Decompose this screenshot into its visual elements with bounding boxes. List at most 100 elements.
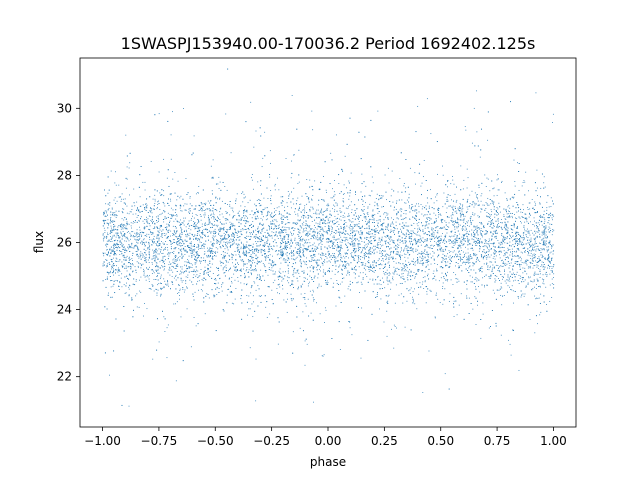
scatter-point <box>323 200 325 202</box>
scatter-point <box>194 208 196 210</box>
scatter-point <box>535 203 536 205</box>
scatter-point <box>417 260 419 262</box>
scatter-point <box>330 152 332 154</box>
scatter-point <box>529 265 531 267</box>
scatter-point <box>461 211 463 213</box>
scatter-point <box>125 225 127 227</box>
scatter-point <box>219 234 221 236</box>
scatter-point <box>267 274 269 276</box>
scatter-point <box>334 253 335 254</box>
scatter-point <box>387 241 389 243</box>
scatter-point <box>304 210 306 212</box>
scatter-point <box>405 202 407 204</box>
scatter-point <box>463 225 465 227</box>
scatter-point <box>215 253 216 254</box>
scatter-point <box>143 222 145 224</box>
scatter-point <box>189 232 191 234</box>
scatter-point <box>300 226 302 228</box>
scatter-point <box>139 253 141 255</box>
scatter-point <box>462 188 464 190</box>
scatter-point <box>188 220 190 222</box>
scatter-point <box>370 264 371 266</box>
scatter-point <box>553 250 555 252</box>
scatter-point <box>128 223 130 225</box>
scatter-point <box>240 231 242 232</box>
scatter-point <box>204 251 206 253</box>
scatter-point <box>292 331 294 333</box>
scatter-point <box>369 203 371 205</box>
scatter-point <box>339 233 341 235</box>
scatter-point <box>522 279 524 281</box>
scatter-point <box>296 244 298 246</box>
scatter-point <box>211 257 213 259</box>
scatter-point <box>241 193 243 195</box>
scatter-point <box>488 246 490 248</box>
scatter-point <box>508 262 510 264</box>
scatter-point <box>200 236 202 237</box>
scatter-point <box>390 252 392 254</box>
scatter-point <box>447 186 448 188</box>
scatter-point <box>437 256 438 258</box>
scatter-point <box>250 261 252 262</box>
scatter-point <box>280 217 282 219</box>
scatter-point <box>308 217 309 219</box>
scatter-point <box>334 229 336 231</box>
scatter-point <box>491 211 493 213</box>
scatter-point <box>113 254 115 256</box>
scatter-point <box>186 286 187 288</box>
scatter-point <box>228 277 230 279</box>
scatter-point <box>537 280 539 282</box>
scatter-point <box>251 179 253 181</box>
scatter-point <box>285 231 287 233</box>
scatter-point <box>183 108 184 109</box>
scatter-point <box>395 249 397 250</box>
scatter-point <box>138 239 140 241</box>
scatter-point <box>365 218 367 220</box>
scatter-point <box>181 210 183 212</box>
scatter-point <box>302 254 304 256</box>
scatter-point <box>475 255 477 257</box>
scatter-point <box>414 276 416 278</box>
scatter-point <box>222 239 224 241</box>
scatter-point <box>140 267 142 269</box>
scatter-point <box>198 245 200 247</box>
scatter-point <box>188 222 189 224</box>
scatter-point <box>194 222 196 224</box>
scatter-point <box>330 215 332 217</box>
scatter-point <box>331 270 333 272</box>
scatter-point <box>445 255 447 257</box>
scatter-point <box>172 259 174 261</box>
scatter-point <box>113 245 115 247</box>
scatter-point <box>210 217 212 219</box>
scatter-point <box>240 241 242 243</box>
scatter-point <box>158 248 160 250</box>
scatter-point <box>512 269 514 271</box>
scatter-point <box>220 265 222 267</box>
scatter-point <box>109 204 111 206</box>
scatter-point <box>294 211 296 213</box>
scatter-point <box>264 249 266 251</box>
scatter-point <box>460 256 461 258</box>
scatter-point <box>379 244 381 245</box>
scatter-point <box>301 235 302 237</box>
scatter-point <box>412 216 414 218</box>
scatter-point <box>405 244 407 246</box>
scatter-point <box>220 236 222 237</box>
scatter-point <box>264 244 266 246</box>
scatter-point <box>146 220 148 222</box>
scatter-point <box>299 244 301 246</box>
scatter-point <box>127 238 129 240</box>
scatter-point <box>176 242 178 244</box>
scatter-point <box>303 272 305 274</box>
scatter-point <box>323 199 325 201</box>
scatter-point <box>336 280 338 282</box>
scatter-point <box>220 241 222 243</box>
scatter-point <box>497 218 499 219</box>
scatter-point <box>238 249 240 251</box>
scatter-point <box>200 269 202 270</box>
scatter-point <box>457 207 459 209</box>
scatter-point <box>499 257 501 259</box>
scatter-point <box>392 241 394 243</box>
scatter-point <box>302 249 304 251</box>
scatter-point <box>452 251 454 253</box>
